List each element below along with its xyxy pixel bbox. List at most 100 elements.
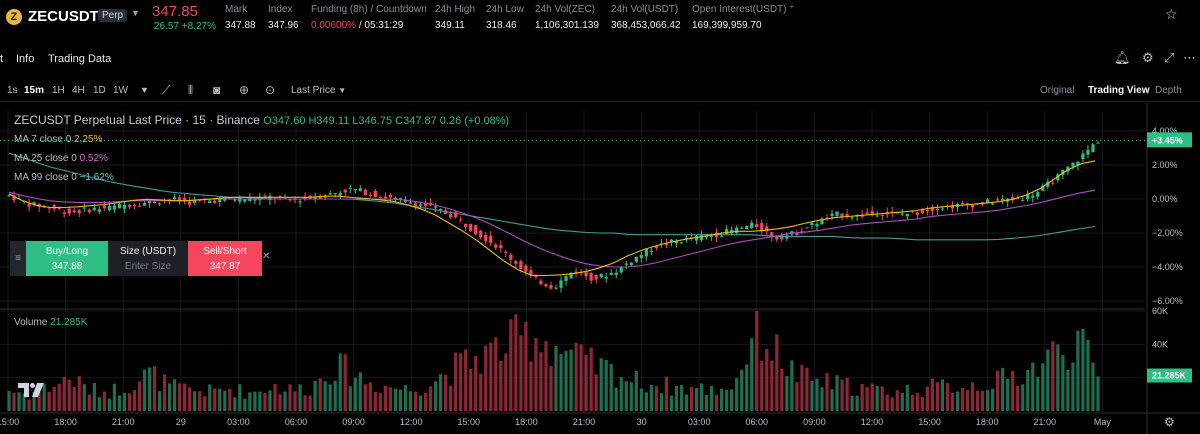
volume-bar xyxy=(945,383,950,411)
candle-body xyxy=(609,272,613,275)
volume-bar xyxy=(318,378,322,411)
candle-body xyxy=(67,208,71,214)
tab-info[interactable]: Info xyxy=(16,53,35,65)
candle-body xyxy=(147,201,152,204)
tab-trading-data[interactable]: Trading Data xyxy=(48,53,112,65)
settings-sliders-icon[interactable]: ⚙︎ xyxy=(1142,50,1154,65)
volume-bar xyxy=(629,382,633,411)
volume-bar xyxy=(915,392,919,411)
view-depth[interactable]: Depth xyxy=(1155,85,1182,96)
candle-body xyxy=(398,198,403,200)
price-chart[interactable]: 4.00% 2.00% 0.00% −2.00% −4.00% −6.00% +3.45% 6… xyxy=(0,103,1200,434)
chart-settings-icon[interactable]: ⚙ xyxy=(1164,415,1175,429)
buy-long-button[interactable]: Buy/Long 347.88 xyxy=(26,241,108,276)
volume-bar xyxy=(835,375,839,411)
more-icon[interactable]: ⋯ xyxy=(1183,50,1196,65)
price-type-select[interactable]: Last Price ▼ xyxy=(291,85,346,96)
buy-label: Buy/Long xyxy=(45,246,89,257)
candle-body xyxy=(624,263,628,265)
candle-body xyxy=(835,211,839,216)
timeframe-1w[interactable]: 1W xyxy=(113,85,128,96)
stat-index[interactable]: Index 347.96 xyxy=(268,4,299,31)
timeframe-1s[interactable]: 1s xyxy=(7,85,18,96)
stat-funding[interactable]: Funding (8h) / Countdown 0.00600% / 05:3… xyxy=(311,4,427,31)
timeframe-4h[interactable]: 4H xyxy=(72,85,85,96)
expand-icon[interactable]: ⤢ xyxy=(1164,50,1175,65)
size-input[interactable]: Size (USDT) Enter Size xyxy=(108,241,188,276)
chart-canvas[interactable]: 4.00% 2.00% 0.00% −2.00% −4.00% −6.00% +3.45% 6… xyxy=(0,103,1200,434)
candle-body xyxy=(1056,174,1060,181)
candle-body xyxy=(27,203,31,207)
timeframe-1d[interactable]: 1D xyxy=(93,85,106,96)
volume-bar xyxy=(428,386,433,411)
candle-body xyxy=(127,205,132,207)
volume-bar xyxy=(634,371,638,411)
candle-body xyxy=(679,242,684,244)
tab-chart[interactable]: t xyxy=(0,53,4,65)
camera-icon[interactable]: ◙ xyxy=(213,83,221,97)
symbol-dropdown-icon[interactable]: ▼ xyxy=(131,8,140,18)
ma99-value: −1.62% xyxy=(79,172,114,183)
candle-body xyxy=(298,201,302,203)
bell-icon[interactable]: 🔔︎ xyxy=(1114,50,1131,65)
candle-body xyxy=(599,273,603,278)
volume-bar xyxy=(940,379,945,411)
ma99-legend[interactable]: MA 99 close 0 −1.62% xyxy=(14,172,114,183)
ohlc-readout: O347.60 H349.11 L346.75 C347.87 0.26 (+0… xyxy=(263,115,510,127)
drag-handle-icon[interactable]: ≡ xyxy=(10,241,26,276)
symbol-name[interactable]: ZECUSDT xyxy=(28,8,99,25)
indicators-icon[interactable]: ⟋ xyxy=(162,83,171,97)
candle-body xyxy=(795,233,799,236)
stat-value: 0.00600% / 05:31:29 xyxy=(311,20,427,31)
volume-bar xyxy=(32,391,36,411)
candle-body xyxy=(664,243,669,245)
volume-bar xyxy=(755,311,759,411)
timeframe-1h[interactable]: 1H xyxy=(52,85,65,96)
candle-body xyxy=(1021,199,1025,201)
ma25-legend[interactable]: MA 25 close 0 0.52% xyxy=(14,153,108,164)
candle-body xyxy=(534,274,538,278)
favorite-star-icon[interactable]: ☆ xyxy=(1165,6,1178,22)
time-axis-tick: 30 xyxy=(637,417,647,427)
timeframe-15m[interactable]: 15m xyxy=(24,85,45,96)
candle-type-icon[interactable]: ⫴ xyxy=(188,83,194,97)
tradingview-logo[interactable] xyxy=(18,383,44,397)
volume-bar xyxy=(328,384,332,411)
volume-legend[interactable]: Volume 21.285K xyxy=(14,317,87,328)
volume-bar xyxy=(619,377,623,411)
volume-bar xyxy=(323,381,327,411)
volume-bar xyxy=(1026,369,1030,411)
candle-body xyxy=(569,272,573,279)
sell-label: Sell/Short xyxy=(203,246,247,257)
stat-mark[interactable]: Mark 347.88 xyxy=(225,4,256,31)
candle-body xyxy=(549,285,553,289)
view-trading-view[interactable]: Trading View xyxy=(1088,85,1150,96)
timeframe-dropdown-icon[interactable]: ▼ xyxy=(140,85,149,95)
volume-bar xyxy=(765,349,769,411)
time-axis-tick: 09:00 xyxy=(803,417,826,427)
add-indicator-icon[interactable]: ⊕ xyxy=(239,83,250,97)
sell-short-button[interactable]: Sell/Short 347.87 xyxy=(188,241,262,276)
drawing-tools-icon[interactable]: ⊙ xyxy=(265,83,276,97)
candle-body xyxy=(704,235,709,238)
volume-bar xyxy=(102,391,106,411)
volume-bar xyxy=(378,393,382,411)
volume-bar xyxy=(1091,362,1095,411)
candle-body xyxy=(413,203,418,207)
time-axis-tick: 18:00 xyxy=(515,417,538,427)
candle-body xyxy=(554,287,558,289)
volume-bar xyxy=(519,335,523,411)
view-original[interactable]: Original xyxy=(1040,85,1075,96)
volume-bar xyxy=(97,397,101,411)
candle-body xyxy=(594,274,598,280)
stat-open-interest[interactable]: Open Interest(USDT) ⁺ 169,399,959.70 xyxy=(692,4,795,31)
ma7-legend[interactable]: MA 7 close 0 2.25% xyxy=(14,134,102,145)
volume-bar xyxy=(484,345,488,411)
close-icon[interactable]: ✕ xyxy=(262,251,271,262)
candle-body xyxy=(479,230,483,238)
candle-body xyxy=(338,192,342,196)
volume-bar xyxy=(584,354,588,411)
candle-body xyxy=(900,213,904,215)
volume-bar xyxy=(669,395,674,411)
time-axis-tick: 15:00 xyxy=(0,417,19,427)
